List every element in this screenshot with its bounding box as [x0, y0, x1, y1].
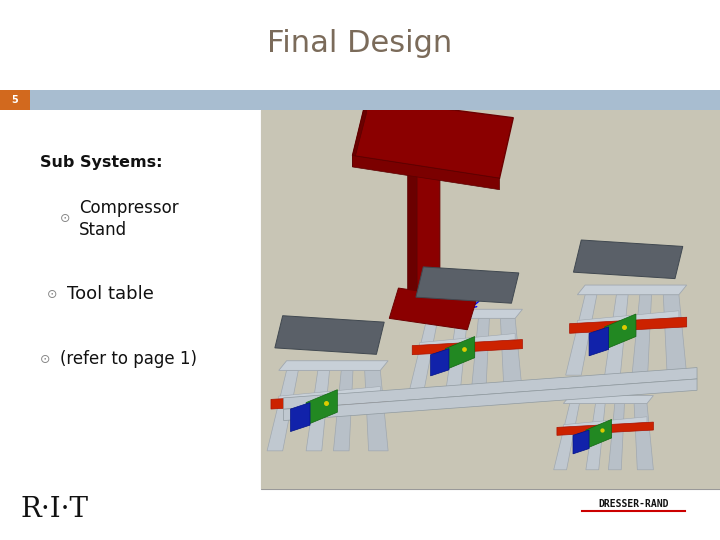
Polygon shape — [563, 396, 653, 403]
Polygon shape — [570, 317, 687, 333]
Text: ⊙: ⊙ — [40, 353, 50, 366]
Bar — [0, 90, 30, 110]
Polygon shape — [445, 336, 474, 370]
Polygon shape — [390, 288, 477, 330]
Polygon shape — [306, 370, 330, 451]
Polygon shape — [408, 167, 417, 295]
Polygon shape — [417, 167, 440, 299]
Polygon shape — [554, 403, 580, 470]
Polygon shape — [333, 370, 353, 451]
Polygon shape — [586, 403, 606, 470]
Polygon shape — [284, 379, 697, 421]
Polygon shape — [557, 422, 653, 435]
Polygon shape — [306, 390, 338, 425]
Polygon shape — [431, 349, 449, 376]
Polygon shape — [566, 295, 597, 375]
Polygon shape — [353, 99, 366, 167]
Polygon shape — [275, 316, 384, 354]
Polygon shape — [563, 417, 647, 430]
Text: Sub Systems:: Sub Systems: — [40, 154, 162, 170]
Polygon shape — [500, 319, 523, 394]
Polygon shape — [420, 309, 523, 319]
Polygon shape — [605, 295, 628, 375]
Text: (refer to page 1): (refer to page 1) — [60, 350, 197, 368]
Polygon shape — [586, 420, 611, 449]
Polygon shape — [413, 340, 523, 355]
Text: Tool table: Tool table — [67, 285, 154, 303]
Polygon shape — [573, 430, 589, 454]
Text: R·I·T: R·I·T — [20, 496, 88, 523]
Polygon shape — [577, 285, 687, 295]
Polygon shape — [284, 368, 697, 409]
Polygon shape — [279, 387, 380, 403]
Text: DRESSER-RAND: DRESSER-RAND — [598, 500, 669, 509]
Polygon shape — [445, 319, 467, 394]
Polygon shape — [632, 295, 652, 375]
Polygon shape — [271, 393, 388, 409]
Polygon shape — [290, 403, 310, 431]
Polygon shape — [605, 314, 636, 349]
Polygon shape — [577, 311, 679, 327]
Text: Compressor
Stand: Compressor Stand — [79, 199, 179, 239]
Bar — [0, 90, 720, 110]
Text: Final Design: Final Design — [267, 29, 453, 58]
Polygon shape — [663, 295, 687, 375]
Polygon shape — [608, 403, 624, 470]
Polygon shape — [267, 370, 298, 451]
Polygon shape — [365, 370, 388, 451]
Text: 5: 5 — [12, 95, 19, 105]
Polygon shape — [420, 334, 515, 349]
Polygon shape — [279, 361, 388, 370]
Text: ⊙: ⊙ — [60, 212, 70, 225]
Polygon shape — [573, 240, 683, 279]
Polygon shape — [471, 319, 490, 394]
Polygon shape — [353, 99, 513, 178]
Polygon shape — [589, 327, 608, 356]
Polygon shape — [416, 267, 519, 303]
Polygon shape — [408, 319, 438, 394]
Polygon shape — [353, 156, 500, 190]
Text: ⊙: ⊙ — [47, 288, 57, 301]
Bar — [261, 110, 720, 489]
Polygon shape — [634, 403, 653, 470]
